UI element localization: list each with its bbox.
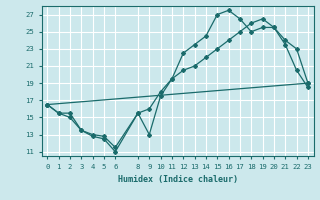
X-axis label: Humidex (Indice chaleur): Humidex (Indice chaleur) xyxy=(118,175,237,184)
